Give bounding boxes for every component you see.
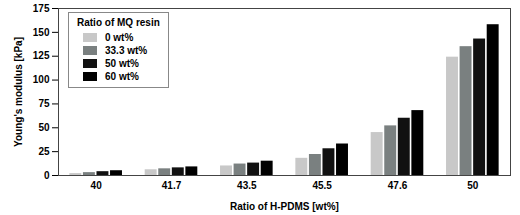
html-text:60 wt%: 60 wt% [105,71,139,82]
svg-text:50: 50 [467,180,479,191]
svg-text:50: 50 [38,122,50,133]
svg-text:125: 125 [33,50,50,61]
svg-text:47.6: 47.6 [388,180,408,191]
svg-text:41.7: 41.7 [162,180,182,191]
svg-text:40: 40 [91,180,103,191]
svg-text:75: 75 [38,98,50,109]
html-text:33.3 wt%: 33.3 wt% [105,45,148,56]
svg-text:Ratio of H-PDMS [wt%]: Ratio of H-PDMS [wt%] [230,201,339,212]
svg-text:150: 150 [33,27,50,38]
svg-text:Young's modulus [kPa]: Young's modulus [kPa] [13,37,24,147]
svg-text:43.5: 43.5 [237,180,257,191]
html-text:Ratio of MQ resin: Ratio of MQ resin [77,17,160,28]
svg-text:175: 175 [33,3,50,14]
svg-text:100: 100 [33,74,50,85]
html-text:0 wt%: 0 wt% [105,32,134,43]
svg-text:25: 25 [38,146,50,157]
svg-text:45.5: 45.5 [312,180,332,191]
svg-text:0: 0 [44,170,50,181]
html-text:50 wt%: 50 wt% [105,58,139,69]
